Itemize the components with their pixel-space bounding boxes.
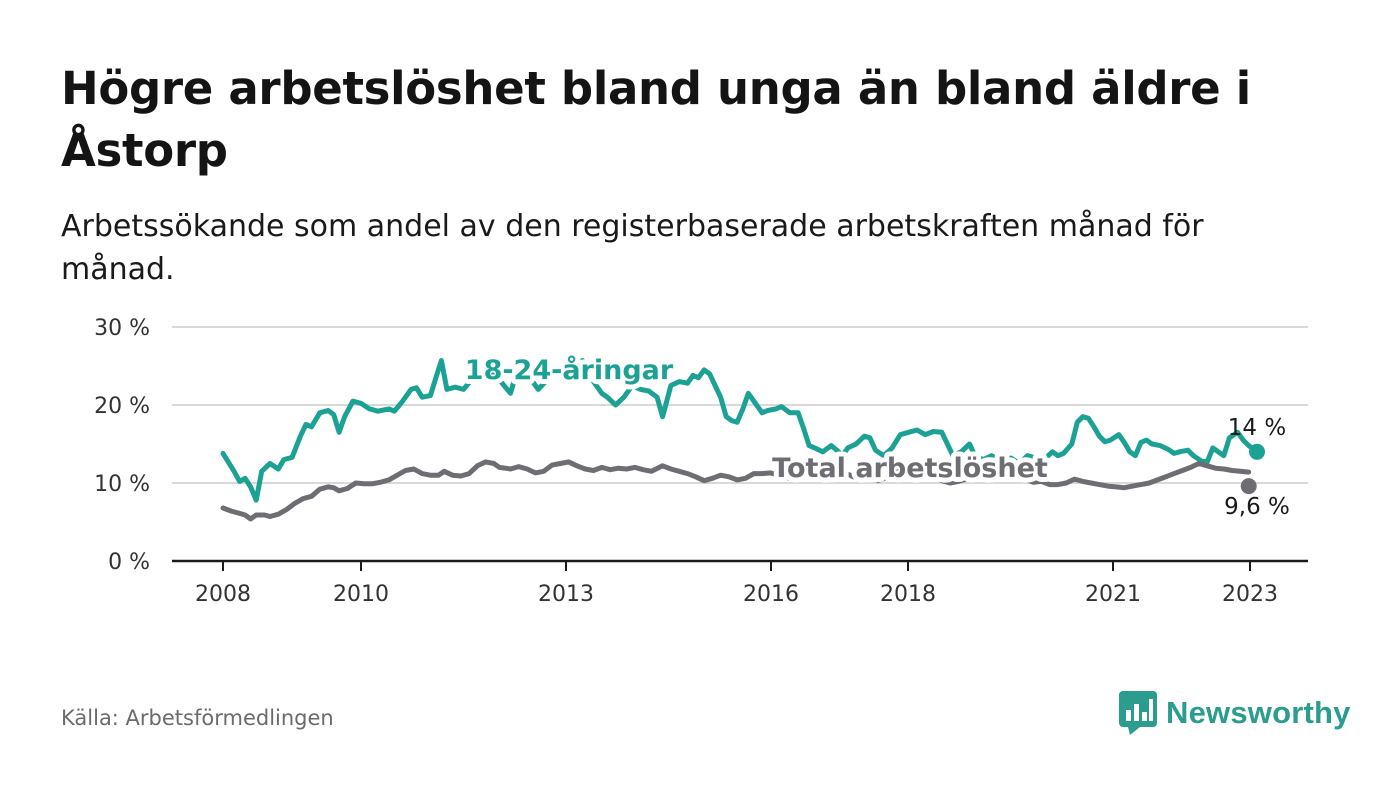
chart-title: Högre arbetslöshet bland unga än bland ä… (61, 62, 1251, 177)
chart-subtitle: Arbetssökande som andel av den registerb… (61, 209, 1204, 287)
y-tick-label: 10 % (94, 472, 150, 497)
y-tick-label: 0 % (108, 550, 150, 575)
x-tick-label: 2018 (880, 582, 936, 607)
y-tick-label: 20 % (94, 394, 150, 419)
x-axis: 2008 2010 2013 2016 2018 2021 2023 (172, 559, 1308, 607)
series-lines (220, 358, 1265, 522)
y-tick-label: 30 % (94, 316, 150, 341)
brand-name: Newsworthy (1166, 695, 1351, 730)
x-tick-label: 2016 (743, 582, 799, 607)
source-note: Källa: Arbetsförmedlingen (61, 706, 334, 730)
end-value-label: 9,6 % (1224, 494, 1290, 520)
series-end-point (1240, 478, 1257, 495)
series-end-point (1249, 443, 1265, 460)
newsworthy-logo-icon (1119, 691, 1157, 735)
brand-logo[interactable]: Newsworthy (1118, 690, 1351, 736)
x-tick-label: 2021 (1085, 582, 1141, 607)
x-tick-label: 2023 (1222, 582, 1278, 607)
series-label-halo: Total arbetslöshet (772, 453, 1048, 484)
series-label: 18-24-åringar (465, 354, 674, 386)
x-tick-label: 2013 (538, 582, 594, 607)
gridlines (172, 326, 1308, 484)
series-label: Total arbetslöshet (772, 453, 1048, 484)
y-axis-tick-labels: 0 % 10 % 20 % 30 % (94, 316, 150, 575)
x-tick-label: 2008 (195, 582, 251, 607)
end-value-label: 14 % (1228, 415, 1286, 441)
x-tick-label: 2010 (333, 582, 389, 607)
series-line-total (220, 459, 1252, 522)
series-line-unga (220, 358, 1260, 503)
series-label-halo: 18-24-åringar (465, 354, 674, 386)
